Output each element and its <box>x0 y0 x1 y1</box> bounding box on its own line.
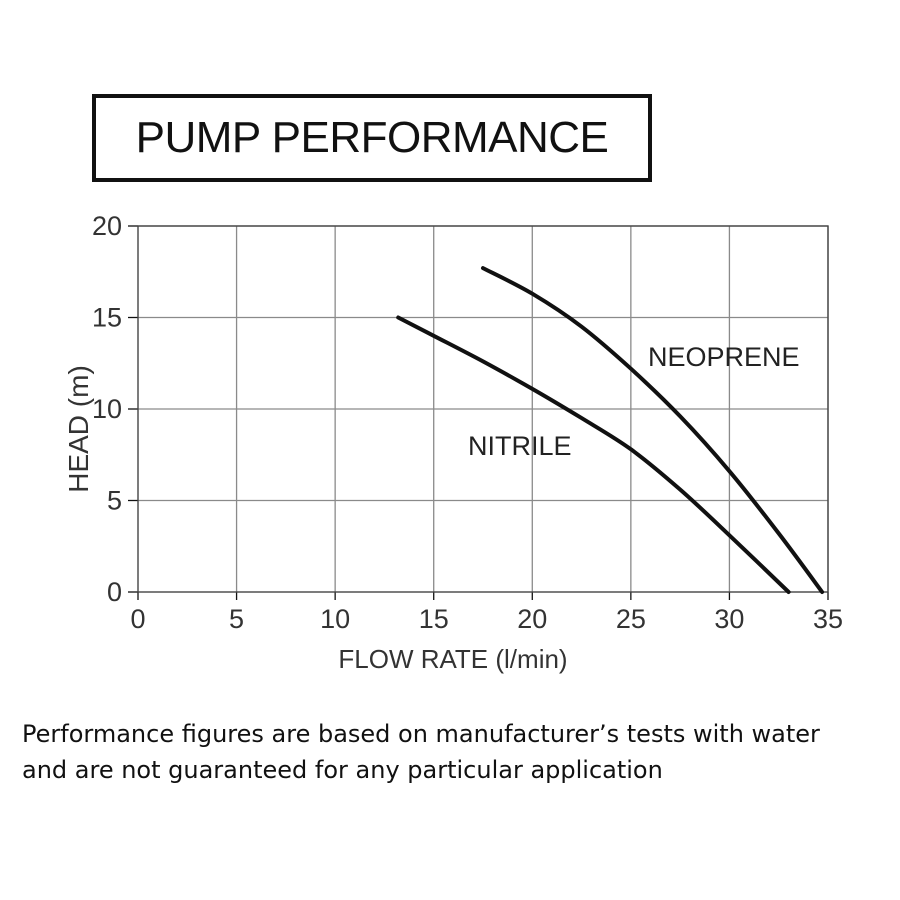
pump-performance-chart: 0 5 10 15 20 25 30 35 0 5 10 15 20 FLOW RATE (l/min) H… <box>63 211 843 674</box>
x-tick-label: 35 <box>813 604 843 634</box>
series-label-neoprene: NEOPRENE <box>648 342 800 372</box>
chart-title: PUMP PERFORMANCE <box>135 113 609 162</box>
x-tick-label: 5 <box>229 604 244 634</box>
disclaimer-line-1: Performance figures are based on manufac… <box>22 720 820 748</box>
plot-frame <box>137 225 829 593</box>
y-tick-label: 0 <box>107 577 122 607</box>
series-label-nitrile: NITRILE <box>468 431 572 461</box>
x-tick-label: 25 <box>616 604 646 634</box>
x-tick-label: 30 <box>714 604 744 634</box>
x-axis-title: FLOW RATE (l/min) <box>338 644 567 674</box>
y-axis-title: HEAD (m) <box>63 365 94 493</box>
y-tick-label: 5 <box>107 486 122 516</box>
disclaimer-line-2: and are not guaranteed for any particula… <box>22 756 663 784</box>
x-tick-label: 15 <box>419 604 449 634</box>
y-tick-label: 10 <box>92 394 122 424</box>
x-tick-label: 20 <box>517 604 547 634</box>
series-line-neoprene <box>481 266 825 594</box>
x-tick-label: 0 <box>130 604 145 634</box>
series-line-nitrile <box>396 315 791 594</box>
x-tick-label: 10 <box>320 604 350 634</box>
y-tick-label: 20 <box>92 211 122 241</box>
disclaimer: Performance figures are based on manufac… <box>22 716 882 788</box>
y-tick-label: 15 <box>92 303 122 333</box>
title-box: PUMP PERFORMANCE <box>92 94 652 182</box>
